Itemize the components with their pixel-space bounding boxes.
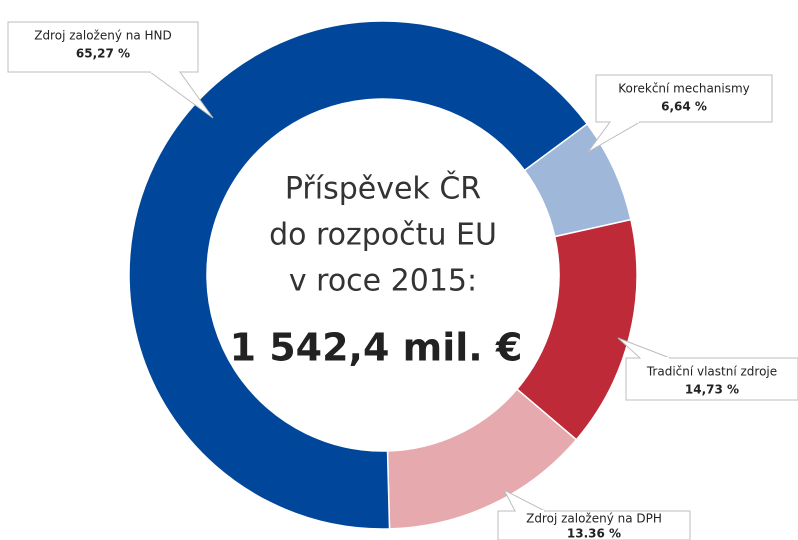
callout-pointer [502, 488, 546, 512]
callout-box [497, 510, 691, 540]
center-title: Příspěvek ČR [285, 170, 481, 207]
slice-label: Tradiční vlastní zdroje [646, 365, 777, 379]
center-title: v roce 2015: [289, 264, 477, 299]
slice-value: 13.36 % [567, 527, 621, 540]
center-title: do rozpočtu EU [269, 218, 497, 253]
callout-box [595, 74, 773, 123]
callout-pointer [617, 337, 671, 359]
callout-pointer [587, 121, 641, 153]
callout-box [625, 357, 798, 401]
center-total: 1 542,4 mil. € [230, 326, 523, 370]
slice-label: Zdroj založený na HND [34, 29, 172, 43]
donut-segment [128, 20, 589, 530]
slice-label: Korekční mechanismy [618, 82, 750, 96]
slice-value: 65,27 % [76, 47, 130, 61]
callout-pointer [149, 71, 214, 119]
slice-label: Zdroj založený na DPH [526, 512, 662, 526]
slice-value: 14,73 % [685, 383, 739, 397]
callout-box [7, 21, 199, 73]
slice-value: 6,64 % [661, 100, 707, 114]
